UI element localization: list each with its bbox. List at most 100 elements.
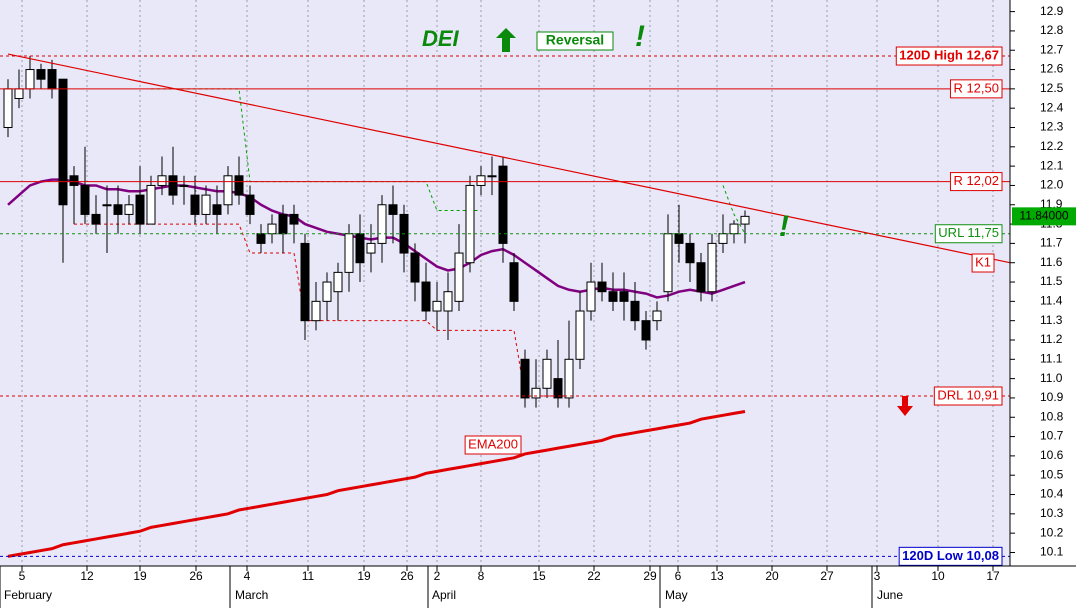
x-tick-label: 6 xyxy=(675,569,682,583)
y-tick-label: 11.6 xyxy=(1040,255,1063,269)
y-tick-label: 10.2 xyxy=(1040,525,1064,539)
level-label-box xyxy=(933,386,1003,406)
candle-body xyxy=(245,194,255,215)
candle-body xyxy=(124,204,134,215)
y-tick-label: 11.7 xyxy=(1040,236,1063,250)
candle-body xyxy=(69,175,79,186)
candle-body xyxy=(322,281,332,302)
y-tick-label: 12.7 xyxy=(1040,42,1064,56)
level-label-box xyxy=(898,546,1003,566)
candle-body xyxy=(80,184,90,215)
candle-body xyxy=(355,233,365,264)
candle-body xyxy=(366,242,376,254)
ema-label: EMA200 xyxy=(468,436,518,451)
month-label: April xyxy=(432,588,456,602)
indicator-line xyxy=(722,185,746,234)
candle-body xyxy=(333,271,343,293)
candle-body xyxy=(597,281,607,293)
candle-body xyxy=(498,165,508,244)
candle-body xyxy=(630,300,640,322)
x-tick-label: 29 xyxy=(643,569,657,583)
candle-body xyxy=(311,300,321,322)
candle-body xyxy=(707,242,717,293)
x-tick-label: 2 xyxy=(434,569,441,583)
x-tick-label: 27 xyxy=(820,569,834,583)
candle-body xyxy=(234,175,244,196)
candle-body xyxy=(157,175,167,186)
x-tick-label: 20 xyxy=(765,569,779,583)
candle-body xyxy=(652,310,662,322)
trendline-label: K1 xyxy=(975,254,991,269)
alert: ! xyxy=(779,210,789,243)
y-tick-label: 12.5 xyxy=(1040,81,1064,95)
candles xyxy=(3,56,750,408)
candle-body xyxy=(388,204,398,215)
candle-body xyxy=(520,358,530,399)
y-tick-label: 10.3 xyxy=(1040,506,1064,520)
overlay: 120D High 12,67 R 12,50 R 12,02 URL 11,75 DR… xyxy=(0,46,1011,566)
ticker: DEI xyxy=(422,26,460,51)
candle-body xyxy=(575,310,585,360)
level-label: R 12,50 xyxy=(953,80,999,95)
candle-body xyxy=(608,291,618,302)
y-tick-label: 11.0 xyxy=(1040,371,1063,385)
candle-body xyxy=(729,223,739,235)
candle-body xyxy=(179,184,189,187)
y-tick-label: 12.6 xyxy=(1040,62,1064,76)
month-label: May xyxy=(665,588,688,602)
candle-body xyxy=(509,262,519,302)
candle-body xyxy=(47,69,57,90)
level-label-box xyxy=(895,46,1003,66)
candle-body xyxy=(14,88,24,100)
y-tick-label: 12.0 xyxy=(1040,178,1064,192)
candle-body xyxy=(212,204,222,215)
x-tick-label: 17 xyxy=(986,569,1000,583)
candle-body xyxy=(487,175,497,178)
y-tick-label: 11.3 xyxy=(1040,313,1063,327)
x-tick-label: 13 xyxy=(710,569,724,583)
candle-body xyxy=(619,291,629,302)
y-tick-label: 12.4 xyxy=(1040,100,1064,114)
plot-area xyxy=(0,0,1010,566)
x-tick-label: 3 xyxy=(874,569,881,583)
candle-body xyxy=(586,281,596,312)
y-tick-label: 10.1 xyxy=(1040,545,1064,559)
grid xyxy=(21,0,994,566)
lines xyxy=(7,88,746,558)
ema-label-box xyxy=(464,435,522,455)
x-tick-label: 4 xyxy=(244,569,251,583)
level-label: R 12,02 xyxy=(953,173,999,188)
candle-body xyxy=(267,223,277,235)
x-tick-label: 10 xyxy=(931,569,945,583)
indicator-line xyxy=(7,409,746,558)
candle-body xyxy=(91,213,101,225)
candle-body xyxy=(256,233,266,244)
level-label: URL 11,75 xyxy=(938,225,999,240)
x-tick-label: 15 xyxy=(532,569,546,583)
x-tick-label: 8 xyxy=(478,569,485,583)
candle-body xyxy=(421,281,431,312)
y-tick-label: 11.4 xyxy=(1040,294,1063,308)
trendline xyxy=(7,53,1011,264)
candle-body xyxy=(465,184,475,264)
candle-body xyxy=(685,242,695,264)
candle-body xyxy=(641,320,651,341)
x-tick-label: 5 xyxy=(19,569,26,583)
x-tick-label: 12 xyxy=(80,569,94,583)
candle-body xyxy=(289,213,299,225)
candle-body xyxy=(476,175,486,186)
candle-body xyxy=(443,291,453,312)
candle-body xyxy=(377,204,387,244)
candle-body xyxy=(663,233,673,293)
x-tick-label: 26 xyxy=(189,569,203,583)
candle-body xyxy=(190,194,200,215)
candle-body xyxy=(135,194,145,225)
indicator-line xyxy=(7,178,746,299)
candle-body xyxy=(278,213,288,235)
candle-body xyxy=(344,233,354,273)
candle-body xyxy=(168,175,178,196)
candle-body xyxy=(553,378,563,399)
candle-body xyxy=(36,69,46,80)
y-tick-label: 10.5 xyxy=(1040,467,1064,481)
